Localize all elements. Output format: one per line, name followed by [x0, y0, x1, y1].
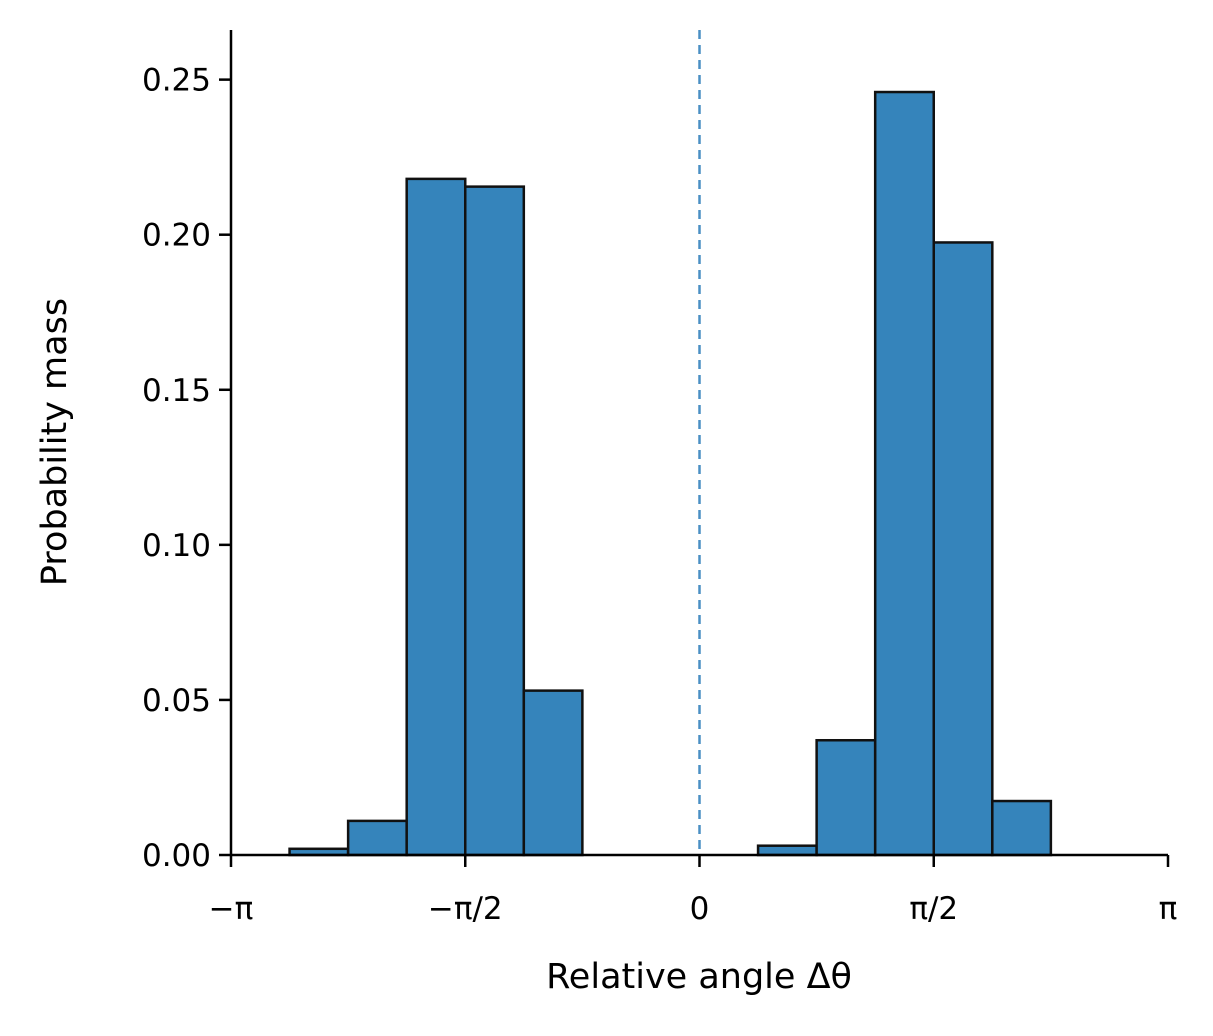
y-tick-label: 0.15: [142, 373, 211, 409]
y-tick-label: 0.00: [142, 838, 211, 874]
histogram-bar: [756, 844, 818, 857]
y-tick-label: 0.20: [142, 218, 211, 254]
x-axis-label: Relative angle Δθ: [546, 957, 852, 997]
x-tick-label: π/2: [909, 891, 958, 927]
histogram-bar: [464, 185, 526, 857]
histogram-bar: [405, 177, 467, 857]
y-tick-label: 0.10: [142, 528, 211, 564]
histogram-bar: [346, 819, 408, 857]
x-tick-label: π: [1159, 891, 1178, 927]
histogram-bar: [815, 738, 877, 857]
x-tick-label: −π/2: [428, 891, 503, 927]
y-axis-label: Probability mass: [35, 298, 75, 586]
x-tick-label: −π: [209, 891, 254, 927]
histogram-bar: [932, 241, 994, 857]
histogram-bar: [991, 799, 1053, 857]
y-tick-label: 0.25: [142, 63, 211, 99]
y-tick-label: 0.05: [142, 683, 211, 719]
histogram-bar: [522, 689, 584, 857]
x-tick-label: 0: [690, 891, 710, 927]
histogram-bar: [873, 90, 935, 857]
